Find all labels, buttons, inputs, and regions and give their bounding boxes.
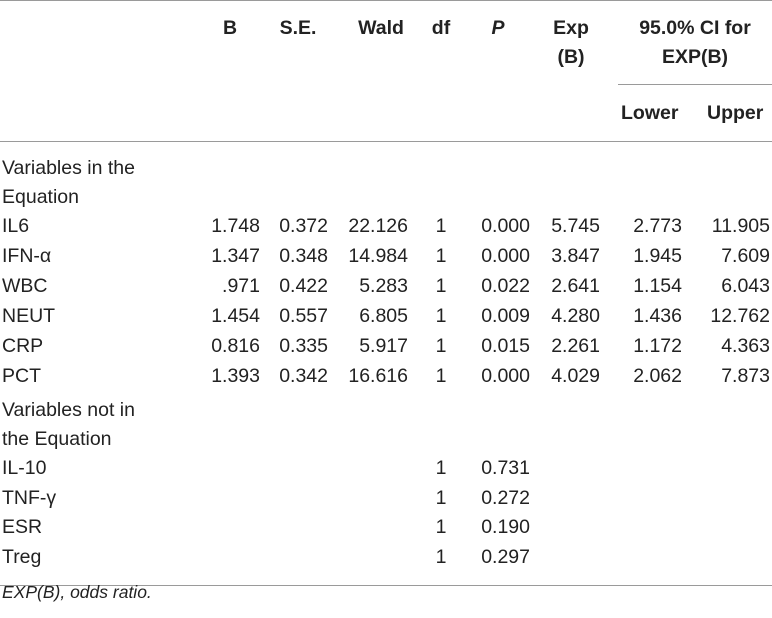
row-label: PCT bbox=[2, 365, 41, 387]
cell-upper: 4.363 bbox=[721, 335, 770, 357]
header-exp-line2: (B) bbox=[557, 46, 585, 68]
header-ci-line2: EXP(B) bbox=[661, 46, 729, 68]
cell-p: 0.000 bbox=[481, 215, 530, 237]
cell-p: 0.190 bbox=[481, 516, 530, 538]
cell-p: 0.731 bbox=[481, 457, 530, 479]
cell-wald: 14.984 bbox=[348, 245, 408, 267]
cell-p: 0.022 bbox=[481, 275, 530, 297]
cell-se: 0.342 bbox=[279, 365, 328, 387]
cell-exp: 2.261 bbox=[551, 335, 600, 357]
row-label: IFN-α bbox=[2, 245, 52, 267]
cell-df: 1 bbox=[435, 457, 447, 479]
cell-upper: 11.905 bbox=[711, 215, 770, 237]
cell-se: 0.335 bbox=[279, 335, 328, 357]
cell-df: 1 bbox=[435, 516, 447, 538]
header-df: df bbox=[431, 17, 451, 39]
cell-wald: 16.616 bbox=[348, 365, 408, 387]
header-ci-line1: 95.0% CI for bbox=[639, 17, 751, 39]
cell-lower: 1.154 bbox=[633, 275, 682, 297]
row-label: TNF-γ bbox=[2, 486, 57, 509]
cell-exp: 5.745 bbox=[551, 215, 600, 237]
cell-wald: 22.126 bbox=[348, 215, 408, 237]
cell-exp: 3.847 bbox=[551, 245, 600, 267]
cell-p: 0.297 bbox=[481, 545, 530, 568]
cell-lower: 1.945 bbox=[633, 245, 682, 267]
cell-upper: 7.609 bbox=[721, 245, 770, 267]
row-label: CRP bbox=[2, 335, 44, 357]
cell-se: 0.372 bbox=[279, 215, 328, 237]
cell-upper: 7.873 bbox=[721, 365, 770, 387]
cell-b: 0.816 bbox=[211, 335, 260, 357]
cell-p: 0.009 bbox=[481, 305, 530, 327]
cell-wald: 5.283 bbox=[359, 275, 408, 297]
cell-b: .971 bbox=[222, 275, 260, 297]
cell-b: 1.454 bbox=[211, 305, 260, 327]
cell-lower: 1.436 bbox=[633, 305, 682, 327]
cell-p: 0.015 bbox=[481, 335, 530, 357]
cell-upper: 6.043 bbox=[721, 275, 770, 297]
cell-df: 1 bbox=[435, 545, 447, 568]
section-in-line1: Variables in the bbox=[2, 157, 135, 179]
cell-df: 1 bbox=[435, 365, 447, 387]
cell-se: 0.557 bbox=[279, 305, 328, 327]
header-b: B bbox=[222, 17, 238, 39]
cell-p: 0.000 bbox=[481, 245, 530, 267]
row-label: NEUT bbox=[2, 305, 56, 327]
cell-exp: 2.641 bbox=[551, 275, 600, 297]
cell-exp: 4.280 bbox=[551, 305, 600, 327]
footnote: EXP(B), odds ratio. bbox=[2, 582, 152, 602]
cell-se: 0.422 bbox=[279, 275, 328, 297]
header-wald: Wald bbox=[358, 17, 404, 39]
cell-p: 0.272 bbox=[481, 486, 530, 509]
cell-exp: 4.029 bbox=[551, 365, 600, 387]
cell-wald: 6.805 bbox=[359, 305, 408, 327]
cell-p: 0.000 bbox=[481, 365, 530, 387]
cell-b: 1.748 bbox=[211, 215, 260, 237]
header-lower: Lower bbox=[621, 102, 679, 124]
row-label: IL6 bbox=[2, 215, 30, 237]
row-label: WBC bbox=[2, 275, 48, 297]
cell-wald: 5.917 bbox=[359, 335, 408, 357]
cell-lower: 2.062 bbox=[633, 365, 682, 387]
header-upper: Upper bbox=[707, 102, 764, 124]
row-label: Treg bbox=[2, 545, 42, 568]
cell-lower: 1.172 bbox=[633, 335, 682, 357]
cell-df: 1 bbox=[435, 305, 447, 327]
cell-b: 1.393 bbox=[211, 365, 260, 387]
section-in-line2: Equation bbox=[2, 186, 79, 208]
section-not-line1: Variables not in bbox=[2, 399, 135, 421]
header-exp-line1: Exp bbox=[553, 17, 589, 39]
ci-rule bbox=[618, 84, 772, 85]
cell-df: 1 bbox=[435, 335, 447, 357]
bottom-rule bbox=[0, 585, 772, 586]
cell-upper: 12.762 bbox=[710, 305, 770, 327]
cell-lower: 2.773 bbox=[633, 215, 682, 237]
cell-b: 1.347 bbox=[211, 245, 260, 267]
cell-df: 1 bbox=[435, 486, 447, 509]
header-se: S.E. bbox=[279, 17, 317, 39]
cell-df: 1 bbox=[435, 215, 447, 237]
section-not-line2: the Equation bbox=[2, 428, 112, 450]
cell-df: 1 bbox=[435, 245, 447, 267]
header-p: P bbox=[491, 17, 505, 39]
row-label: ESR bbox=[2, 516, 43, 538]
cell-se: 0.348 bbox=[279, 245, 328, 267]
top-rule bbox=[0, 0, 772, 1]
cell-df: 1 bbox=[435, 275, 447, 297]
row-label: IL-10 bbox=[2, 457, 47, 479]
header-rule bbox=[0, 141, 772, 142]
